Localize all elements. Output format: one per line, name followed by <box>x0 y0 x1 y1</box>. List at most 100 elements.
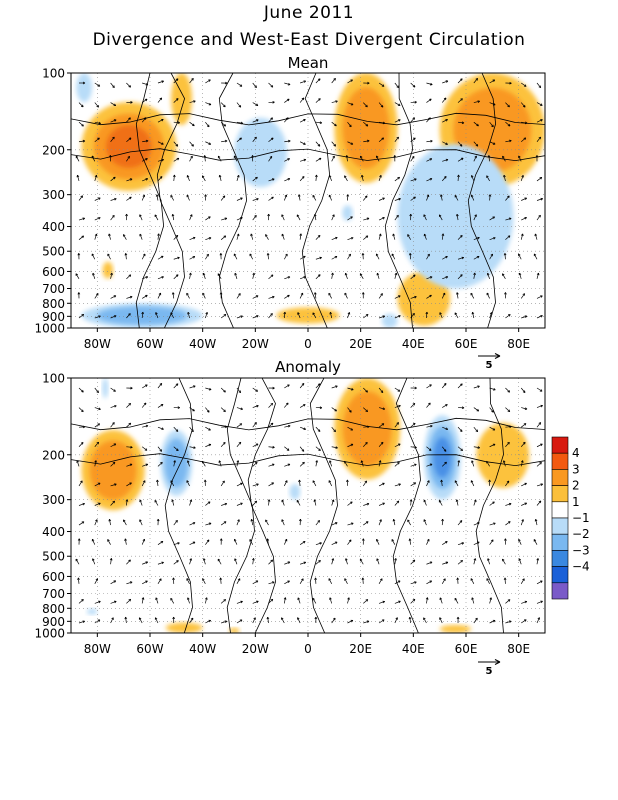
wind-vector-head <box>540 389 543 392</box>
wind-vector <box>536 315 543 319</box>
wind-vector-head <box>112 500 115 503</box>
wind-vector <box>457 520 463 526</box>
wind-vector-head <box>429 448 432 451</box>
wind-vector-head <box>441 233 444 236</box>
wind-vector <box>489 597 492 604</box>
wind-vector <box>391 539 396 545</box>
colorbar-swatch <box>551 550 569 567</box>
wind-vector <box>328 480 333 487</box>
contour-line <box>71 112 545 126</box>
wind-vector <box>439 597 443 604</box>
wind-vector <box>409 538 412 545</box>
wind-vector <box>189 385 196 389</box>
wind-vector <box>536 214 541 221</box>
wind-vector <box>536 387 543 392</box>
wind-vector-head <box>351 142 354 145</box>
wind-vector <box>126 499 128 506</box>
wind-vector-head <box>475 78 478 80</box>
wind-vector <box>205 597 208 604</box>
wind-vector <box>189 121 195 127</box>
wind-vector <box>110 405 117 408</box>
wind-vector <box>236 441 242 447</box>
wind-vector <box>170 195 175 201</box>
wind-vector <box>94 121 101 124</box>
contour-line <box>392 378 421 633</box>
y-tick-label: 500 <box>42 245 65 259</box>
wind-vector-head <box>177 121 180 124</box>
wind-vector-head <box>540 103 543 106</box>
wind-vector-head <box>446 427 449 430</box>
wind-vector <box>331 522 338 526</box>
wind-vector <box>347 216 353 221</box>
wind-vector <box>109 519 111 526</box>
wind-vector-head <box>488 479 490 483</box>
wind-vector <box>454 598 459 604</box>
wind-vector <box>170 312 175 319</box>
wind-vector-head <box>288 139 291 142</box>
wind-vector <box>378 315 385 319</box>
wind-vector-head <box>366 104 368 108</box>
wind-vector-head <box>202 558 205 561</box>
wind-vector <box>186 194 190 201</box>
wind-vector-head <box>160 461 163 464</box>
wind-vector <box>236 121 243 124</box>
wind-vector <box>410 313 415 319</box>
wind-vector <box>236 293 241 299</box>
wind-vector <box>536 580 543 585</box>
wind-vector <box>394 558 397 565</box>
x-tick-label: 20E <box>349 642 372 656</box>
wind-vector <box>126 137 132 143</box>
wind-vector <box>472 312 475 319</box>
wind-vector <box>360 155 364 162</box>
contour-line <box>164 378 193 633</box>
wind-vector-head <box>299 518 301 522</box>
wind-vector <box>329 175 333 182</box>
wind-vector <box>156 194 159 201</box>
wind-vector <box>110 500 115 506</box>
wind-vector-head <box>440 479 442 483</box>
wind-vector <box>363 503 370 506</box>
wind-vector <box>173 235 179 240</box>
wind-vector <box>299 446 305 452</box>
wind-vector <box>347 387 354 391</box>
wind-vector <box>126 117 131 123</box>
wind-vector-head <box>535 155 538 158</box>
wind-vector-head <box>366 139 370 142</box>
wind-vector <box>217 558 222 565</box>
wind-vector <box>394 405 401 408</box>
wind-vector <box>442 159 449 162</box>
y-tick-label: 1000 <box>34 322 65 336</box>
wind-vector-head <box>351 102 354 106</box>
wind-vector-head <box>129 84 131 88</box>
wind-vector <box>141 446 148 451</box>
wind-vector <box>315 235 321 240</box>
wind-vector <box>315 98 321 103</box>
wind-vector <box>189 272 192 279</box>
colorbar-label: −4 <box>572 560 590 574</box>
wind-vector <box>125 617 127 624</box>
wind-vector <box>442 141 448 145</box>
wind-vector <box>283 539 288 545</box>
wind-vector <box>157 233 160 240</box>
wind-vector-head <box>205 597 208 600</box>
wind-vector-head <box>536 558 539 561</box>
wind-vector-head <box>319 121 323 124</box>
negative-divergence-region-level-1 <box>234 117 287 188</box>
wind-vector <box>110 387 116 392</box>
wind-vector <box>221 620 227 624</box>
chart-title: Divergence and West-East Divergent Circu… <box>92 30 526 50</box>
wind-vector-head <box>271 84 274 88</box>
wind-vector-head <box>493 102 496 106</box>
wind-vector <box>268 403 273 408</box>
wind-vector <box>536 500 542 506</box>
wind-vector <box>154 500 159 506</box>
wind-vector <box>347 522 354 526</box>
y-tick-label: 800 <box>42 602 65 616</box>
wind-vector <box>170 480 175 487</box>
wind-vector <box>426 561 433 565</box>
wind-vector-head <box>125 499 128 502</box>
wind-vector <box>110 443 117 448</box>
wind-vector <box>394 422 399 428</box>
wind-vector-head <box>504 538 506 541</box>
colorbar-label: 1 <box>572 495 580 509</box>
